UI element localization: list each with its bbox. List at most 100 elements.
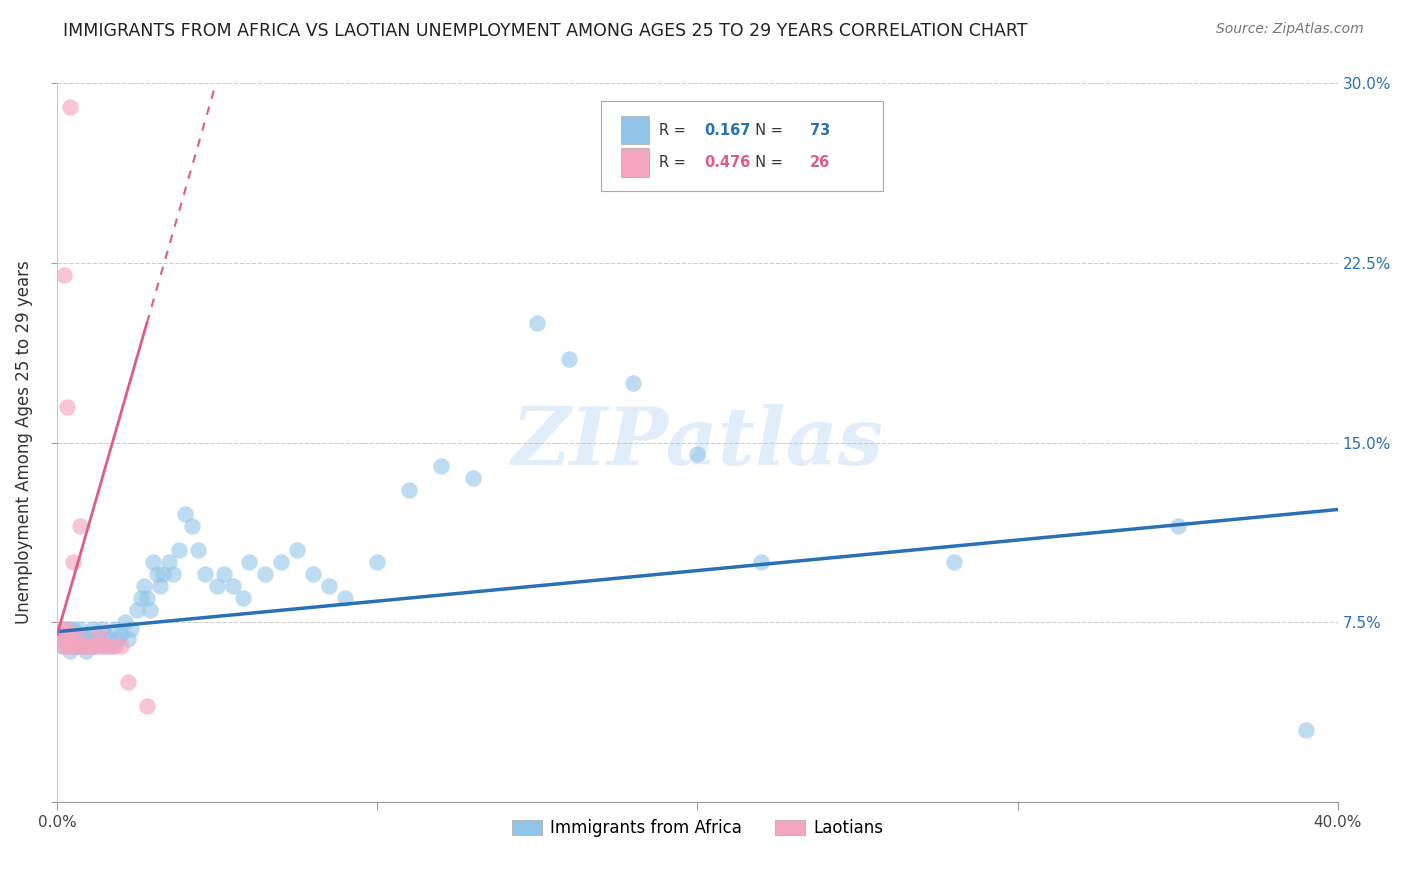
- Point: [104, 622, 127, 636]
- Point: [285, 543, 308, 558]
- Point: [623, 376, 645, 390]
- Point: [398, 483, 420, 498]
- Point: [110, 639, 132, 653]
- Point: [75, 644, 97, 658]
- Point: [56, 639, 79, 653]
- Point: [84, 639, 107, 653]
- Point: [104, 639, 127, 653]
- Point: [62, 622, 84, 636]
- Point: [1295, 723, 1317, 737]
- Point: [222, 579, 245, 593]
- Point: [142, 555, 165, 569]
- Text: R =: R =: [659, 155, 690, 170]
- Point: [69, 639, 91, 653]
- Point: [59, 627, 82, 641]
- Bar: [620, 148, 648, 177]
- Point: [97, 639, 120, 653]
- Point: [127, 603, 149, 617]
- Point: [52, 639, 75, 653]
- Point: [79, 639, 101, 653]
- Point: [149, 579, 172, 593]
- Point: [91, 639, 114, 653]
- Point: [52, 622, 75, 636]
- Text: R =: R =: [659, 122, 690, 137]
- Point: [56, 627, 79, 641]
- Point: [94, 639, 117, 653]
- Text: Source: ZipAtlas.com: Source: ZipAtlas.com: [1216, 22, 1364, 37]
- Point: [82, 622, 104, 636]
- Point: [69, 622, 91, 636]
- Point: [79, 639, 101, 653]
- Legend: Immigrants from Africa, Laotians: Immigrants from Africa, Laotians: [505, 813, 890, 844]
- Text: N =: N =: [747, 155, 787, 170]
- Bar: [620, 116, 648, 145]
- Point: [129, 591, 152, 606]
- Point: [145, 567, 167, 582]
- Text: 26: 26: [810, 155, 831, 170]
- Point: [52, 268, 75, 282]
- Point: [212, 567, 235, 582]
- Point: [167, 543, 190, 558]
- Text: IMMIGRANTS FROM AFRICA VS LAOTIAN UNEMPLOYMENT AMONG AGES 25 TO 29 YEARS CORRELA: IMMIGRANTS FROM AFRICA VS LAOTIAN UNEMPL…: [63, 22, 1028, 40]
- Point: [207, 579, 229, 593]
- Point: [62, 632, 84, 646]
- Point: [1167, 519, 1189, 533]
- Point: [49, 632, 72, 646]
- Point: [238, 555, 260, 569]
- Point: [56, 639, 79, 653]
- Y-axis label: Unemployment Among Ages 25 to 29 years: Unemployment Among Ages 25 to 29 years: [15, 260, 32, 624]
- Point: [79, 632, 101, 646]
- Point: [69, 519, 91, 533]
- Point: [69, 639, 91, 653]
- Point: [84, 639, 107, 653]
- Point: [62, 555, 84, 569]
- Point: [56, 400, 79, 414]
- Point: [751, 555, 773, 569]
- Point: [75, 639, 97, 653]
- Point: [59, 100, 82, 114]
- Point: [335, 591, 357, 606]
- Point: [52, 627, 75, 641]
- Point: [270, 555, 292, 569]
- Text: 0.167: 0.167: [704, 122, 751, 137]
- Point: [430, 459, 453, 474]
- Point: [62, 639, 84, 653]
- Point: [65, 639, 87, 653]
- Point: [152, 567, 174, 582]
- Point: [59, 644, 82, 658]
- Point: [114, 615, 136, 629]
- Point: [59, 639, 82, 653]
- Point: [162, 567, 184, 582]
- Point: [174, 508, 197, 522]
- Text: 0.476: 0.476: [704, 155, 751, 170]
- Point: [558, 351, 581, 366]
- Point: [72, 632, 94, 646]
- Point: [136, 698, 159, 713]
- Point: [254, 567, 277, 582]
- Text: 73: 73: [810, 122, 831, 137]
- Point: [139, 603, 162, 617]
- Point: [65, 627, 87, 641]
- Point: [49, 639, 72, 653]
- Point: [72, 639, 94, 653]
- Point: [65, 627, 87, 641]
- Point: [117, 632, 139, 646]
- Point: [117, 674, 139, 689]
- Point: [82, 639, 104, 653]
- Point: [107, 632, 129, 646]
- Point: [56, 622, 79, 636]
- Point: [136, 591, 159, 606]
- Point: [463, 471, 485, 485]
- FancyBboxPatch shape: [602, 102, 883, 191]
- Point: [157, 555, 180, 569]
- Point: [91, 622, 114, 636]
- Point: [526, 316, 548, 330]
- Point: [100, 639, 122, 653]
- Point: [366, 555, 388, 569]
- Text: N =: N =: [747, 122, 787, 137]
- Text: ZIPatlas: ZIPatlas: [512, 404, 883, 482]
- Point: [59, 622, 82, 636]
- Point: [942, 555, 965, 569]
- Point: [120, 622, 142, 636]
- Point: [180, 519, 202, 533]
